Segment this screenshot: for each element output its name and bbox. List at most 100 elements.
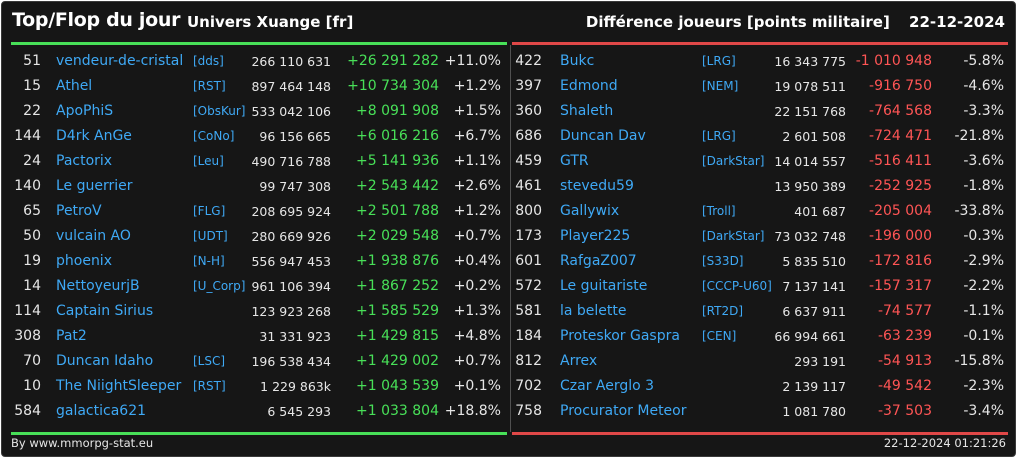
flop-divider [512,42,1008,45]
flop-player-row: 581 la belette [RT2D] 6 637 911 -74 577 -1.1% [512,299,1008,324]
player-name-link[interactable]: Athel [56,78,93,94]
alliance-tag-link[interactable]: [DarkStar] [702,229,765,243]
player-name-link[interactable]: stevedu59 [560,178,634,194]
alliance-tag-link[interactable]: [ObsKur] [193,104,246,118]
player-name-link[interactable]: RafgaZ007 [560,253,637,269]
flop-player-row: 812 Arrex 293 191 -54 913 -15.8% [512,349,1008,374]
player-points: 293 191 [794,354,846,369]
player-name-link[interactable]: vulcain AO [56,228,131,244]
flop-player-row: 422 Bukc [LRG] 16 343 775 -1 010 948 -5.8% [512,49,1008,74]
percent-change: -0.3% [963,228,1004,244]
player-name-link[interactable]: Captain Sirius [56,303,154,319]
player-name-link[interactable]: ApoPhiS [56,103,114,119]
points-difference: +2 501 788 [356,203,439,219]
percent-change: -1.1% [963,303,1004,319]
player-name-link[interactable]: NettoyeurjB [56,278,140,294]
flop-player-row: 572 Le guitariste [CCCP-U60] 7 137 141 -157 … [512,274,1008,299]
alliance-tag-link[interactable]: [NEM] [702,79,739,93]
player-name-link[interactable]: PetroV [56,203,102,219]
alliance-tag-link[interactable]: [N-H] [193,254,225,268]
player-name-link[interactable]: Czar Aerglo 3 [560,378,655,394]
top-player-row: 584 galactica621 6 545 293 +1 033 804 +18.8% [11,399,507,424]
alliance-tag-link[interactable]: [LRG] [702,54,736,68]
player-points: 123 923 268 [251,304,331,319]
player-points: 73 032 748 [774,229,846,244]
player-points: 1 229 863k [260,379,331,394]
percent-change: +1.2% [453,203,501,219]
player-name-link[interactable]: D4rk AnGe [56,128,132,144]
points-difference: +1 043 539 [356,378,439,394]
metric-label: Différence joueurs [points militaire] [585,13,890,31]
alliance-tag-link[interactable]: [CCCP-U60] [702,279,772,293]
top-player-row: 144 D4rk AnGe [CoNo] 96 156 665 +6 016 216 +6… [11,124,507,149]
player-name-link[interactable]: la belette [560,303,627,319]
alliance-tag-link[interactable]: [DarkStar] [702,154,765,168]
alliance-tag-link[interactable]: [CoNo] [193,129,235,143]
player-name-link[interactable]: Pactorix [56,153,113,169]
points-difference: -37 503 [877,403,932,419]
player-name-link[interactable]: Duncan Dav [560,128,646,144]
player-name-link[interactable]: vendeur-de-cristal [56,53,184,69]
player-rank: 184 [515,328,542,344]
player-name-link[interactable]: Duncan Idaho [56,353,154,369]
flop-player-row: 800 Gallywix [Troll] 401 687 -205 004 -33.8% [512,199,1008,224]
player-rank: 461 [515,178,542,194]
alliance-tag-link[interactable]: [U_Corp] [193,279,246,293]
alliance-tag-link[interactable]: [Troll] [702,204,736,218]
alliance-tag-link[interactable]: [LRG] [702,129,736,143]
player-rank: 581 [515,303,542,319]
player-name-link[interactable]: phoenix [56,253,112,269]
percent-change: +18.8% [444,403,501,419]
percent-change: -3.4% [963,403,1004,419]
player-name-link[interactable]: Procurator Meteor [560,403,687,419]
universe-label: Univers Xuange [fr] [187,13,354,31]
player-name-link[interactable]: Gallywix [560,203,620,219]
points-difference: +1 033 804 [356,403,439,419]
alliance-tag-link[interactable]: [RST] [193,79,226,93]
percent-change: -33.8% [954,203,1004,219]
flop-player-row: 758 Procurator Meteor 1 081 780 -37 503 -3.4… [512,399,1008,424]
percent-change: +2.6% [453,178,501,194]
alliance-tag-link[interactable]: [CEN] [702,329,737,343]
alliance-tag-link[interactable]: [UDT] [193,229,228,243]
player-name-link[interactable]: The NiightSleeper [56,378,182,394]
player-name-link[interactable]: Bukc [560,53,595,69]
alliance-tag-link[interactable]: [dds] [193,54,224,68]
page-title: Top/Flop du jour [12,9,181,31]
player-name-link[interactable]: Le guitariste [560,278,648,294]
player-rank: 15 [23,78,41,94]
percent-change: +0.1% [453,378,501,394]
player-name-link[interactable]: Player225 [560,228,631,244]
player-rank: 70 [23,353,41,369]
percent-change: +0.7% [453,228,501,244]
alliance-tag-link[interactable]: [S33D] [702,254,744,268]
player-name-link[interactable]: Shaleth [560,103,614,119]
player-name-link[interactable]: Arrex [560,353,598,369]
alliance-tag-link[interactable]: [LSC] [193,354,226,368]
player-rank: 800 [515,203,542,219]
points-difference: +6 016 216 [356,128,439,144]
percent-change: -3.3% [963,103,1004,119]
top-player-row: 15 Athel [RST] 897 464 148 +10 734 304 +1.2% [11,74,507,99]
alliance-tag-link[interactable]: [RST] [193,379,226,393]
top-bottom-divider [11,432,507,435]
player-rank: 584 [14,403,41,419]
player-name-link[interactable]: Le guerrier [56,178,133,194]
player-points: 22 151 768 [774,104,846,119]
points-difference: +1 938 876 [356,253,439,269]
player-points: 6 545 293 [267,404,331,419]
flop-player-row: 360 Shaleth 22 151 768 -764 568 -3.3% [512,99,1008,124]
alliance-tag-link[interactable]: [FLG] [193,204,226,218]
player-name-link[interactable]: Pat2 [56,328,87,344]
percent-change: -2.2% [963,278,1004,294]
player-name-link[interactable]: galactica621 [56,403,147,419]
alliance-tag-link[interactable]: [RT2D] [702,304,744,318]
percent-change: -2.9% [963,253,1004,269]
player-points: 7 137 141 [782,279,846,294]
player-name-link[interactable]: Edmond [560,78,618,94]
alliance-tag-link[interactable]: [Leu] [193,154,224,168]
player-name-link[interactable]: GTR [560,153,589,169]
player-name-link[interactable]: Proteskor Gaspra [560,328,680,344]
points-difference: -172 816 [869,253,932,269]
player-points: 16 343 775 [774,54,846,69]
